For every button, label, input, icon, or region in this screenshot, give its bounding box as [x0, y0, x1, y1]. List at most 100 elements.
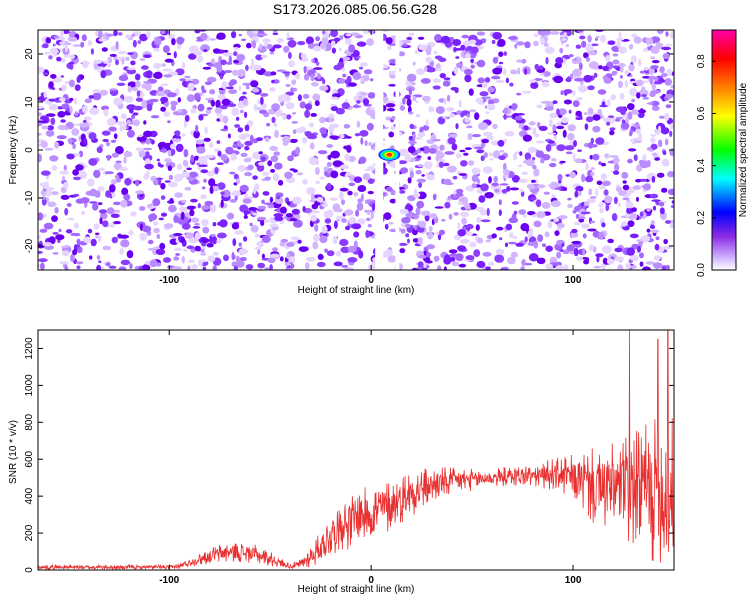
heatmap-cell: [236, 69, 246, 77]
heatmap-cell: [567, 204, 573, 208]
heatmap-cell: [628, 43, 634, 50]
heatmap-cell: [209, 89, 216, 95]
heatmap-cell: [590, 167, 595, 170]
heatmap-cell: [205, 97, 215, 101]
heatmap-cell: [483, 131, 493, 137]
heatmap-cell: [282, 135, 291, 144]
heatmap-cell: [494, 188, 500, 193]
heatmap-cell: [583, 112, 588, 116]
heatmap-x-ticks: -100 0 100: [159, 30, 582, 286]
heatmap-cell: [89, 255, 93, 260]
heatmap-cell: [194, 245, 201, 252]
heatmap-cell: [533, 220, 542, 228]
heatmap-cell: [244, 140, 253, 146]
heatmap-cell: [73, 193, 80, 197]
heatmap-cell: [458, 201, 463, 206]
heatmap-cell: [447, 195, 451, 200]
heatmap-cell: [463, 240, 468, 244]
heatmap-cell: [263, 71, 274, 77]
heatmap-cell: [113, 30, 118, 37]
heatmap-cell: [99, 217, 103, 225]
heatmap-cell: [326, 182, 332, 191]
heatmap-cell: [80, 197, 90, 204]
heatmap-cell: [52, 43, 56, 47]
heatmap-cell: [135, 147, 144, 152]
heatmap-cell: [618, 63, 626, 68]
heatmap-cell: [217, 232, 227, 239]
heatmap-cell: [105, 141, 111, 147]
heatmap-cell: [68, 79, 75, 88]
heatmap-cell: [642, 96, 650, 100]
heatmap-cell: [538, 65, 544, 70]
heatmap-cell: [631, 138, 636, 144]
heatmap-cell: [475, 224, 480, 231]
heatmap-cell: [429, 213, 438, 219]
heatmap-cell: [141, 100, 147, 109]
heatmap-cell: [39, 240, 43, 245]
heatmap-cell: [559, 160, 566, 164]
heatmap-cell: [385, 37, 393, 45]
heatmap-cell: [531, 214, 538, 218]
heatmap-cell: [38, 234, 41, 240]
heatmap-cell: [484, 192, 494, 199]
heatmap-cell: [426, 51, 432, 56]
heatmap-cell: [328, 117, 333, 123]
heatmap-cell: [252, 212, 258, 216]
heatmap-cell: [123, 156, 127, 164]
heatmap-cell: [515, 242, 524, 247]
heatmap-cell: [83, 236, 92, 244]
heatmap-cell: [561, 38, 567, 41]
heatmap-cell: [606, 99, 611, 107]
x-tick-label: 0: [368, 575, 374, 586]
heatmap-cell: [288, 60, 295, 68]
heatmap-cell: [293, 219, 303, 228]
heatmap-cell: [194, 223, 200, 226]
heatmap-cell: [448, 213, 453, 220]
y-tick-label: 0: [24, 567, 35, 573]
heatmap-cell: [536, 121, 541, 128]
heatmap-cell: [384, 223, 389, 230]
heatmap-cell: [269, 254, 280, 258]
heatmap-cell: [200, 44, 210, 53]
heatmap-cell: [632, 185, 642, 191]
heatmap-cell: [575, 44, 582, 49]
heatmap-cell: [511, 201, 519, 205]
heatmap-cell: [521, 259, 526, 266]
heatmap-cell: [465, 255, 475, 261]
heatmap-cell: [160, 96, 169, 103]
heatmap-cell: [362, 98, 370, 106]
heatmap-cell: [471, 183, 477, 189]
heatmap-cell: [528, 121, 536, 126]
heatmap-cell: [662, 245, 672, 250]
heatmap-cell: [317, 73, 321, 80]
heatmap-cell: [602, 257, 608, 265]
heatmap-cell: [227, 133, 231, 139]
heatmap-cell: [45, 37, 52, 44]
heatmap-cell: [648, 148, 654, 152]
heatmap-cell: [603, 77, 612, 84]
heatmap-cell: [486, 103, 496, 111]
heatmap-cell: [438, 161, 444, 168]
heatmap-cell: [350, 32, 360, 37]
heatmap-cell: [198, 114, 204, 121]
heatmap-cell: [343, 145, 350, 150]
heatmap-cell: [598, 202, 604, 208]
heatmap-cell: [171, 137, 182, 143]
heatmap-cell: [662, 150, 667, 155]
heatmap-cell: [311, 58, 315, 63]
heatmap-cell: [391, 116, 396, 120]
heatmap-cell: [281, 94, 289, 98]
heatmap-cell: [126, 119, 131, 124]
heatmap-cell: [276, 38, 284, 44]
heatmap-cell: [269, 264, 273, 270]
heatmap-cell: [487, 86, 495, 93]
heatmap-cell: [499, 183, 509, 186]
heatmap-cell: [291, 121, 299, 124]
snr-frame: [37, 329, 675, 571]
heatmap-cell: [147, 239, 154, 245]
heatmap-cell: [404, 153, 412, 162]
heatmap-cell: [521, 58, 527, 64]
heatmap-cell: [163, 257, 171, 263]
heatmap-cell: [97, 186, 105, 192]
heatmap-cell: [360, 137, 364, 145]
